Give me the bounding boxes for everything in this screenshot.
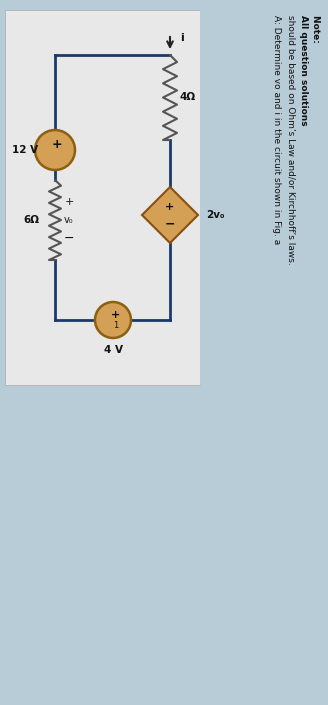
Text: +: + xyxy=(112,310,121,320)
Text: 12 V: 12 V xyxy=(12,145,38,155)
Polygon shape xyxy=(142,187,198,243)
Text: 4Ω: 4Ω xyxy=(180,92,196,102)
Text: 6Ω: 6Ω xyxy=(23,215,39,225)
Bar xyxy=(200,10,328,385)
Bar xyxy=(5,10,200,385)
Text: A: Determine vo and i in the circuit shown in Fig. a: A: Determine vo and i in the circuit sho… xyxy=(272,15,281,244)
Text: Note:: Note: xyxy=(311,15,320,46)
Circle shape xyxy=(35,130,75,170)
Text: −: − xyxy=(64,231,74,245)
Text: 4 V: 4 V xyxy=(104,345,122,355)
Text: −: − xyxy=(165,218,175,231)
Text: +: + xyxy=(64,197,74,207)
Text: should be based on Ohm’s Law and/or Kirchhoff’s laws.: should be based on Ohm’s Law and/or Kirc… xyxy=(287,15,296,265)
Text: +: + xyxy=(52,137,62,150)
Text: 1: 1 xyxy=(113,321,119,331)
Text: v₀: v₀ xyxy=(64,215,74,225)
Text: All question solutions: All question solutions xyxy=(299,15,308,125)
Text: 2v₀: 2v₀ xyxy=(206,210,224,220)
Circle shape xyxy=(95,302,131,338)
Text: +: + xyxy=(165,202,174,212)
Text: i: i xyxy=(180,33,184,43)
